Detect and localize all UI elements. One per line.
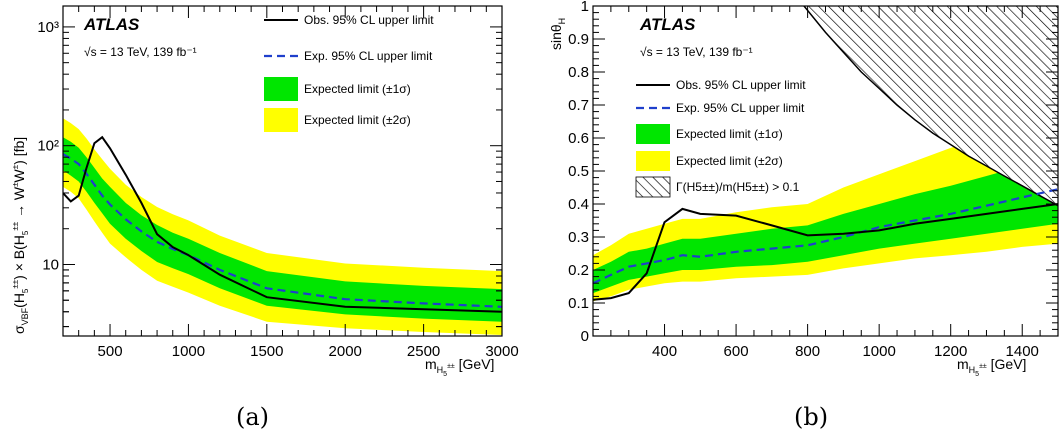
b-legend-1sigma-swatch [636, 124, 670, 144]
b-energy-lumi: √s = 13 TeV, 139 fb⁻¹ [640, 45, 753, 59]
b-y-tick-label: 0.6 [568, 130, 589, 147]
a-legend-1sigma-swatch [264, 77, 298, 101]
a-band-2sigma [63, 118, 502, 335]
b-y-tick-label: 0.3 [568, 229, 589, 246]
b-legend-1sigma: Expected limit (±1σ) [676, 127, 783, 141]
a-legend-obs: Obs. 95% CL upper limit [304, 13, 434, 27]
svg-text:σVBF(H5±±) × B(H5±± → W±W±) [f: σVBF(H5±±) × B(H5±± → W±W±) [fb] [11, 137, 30, 334]
a-observed-line [63, 135, 502, 313]
b-legend-exp: Exp. 95% CL upper limit [676, 101, 805, 115]
b-x-tick-label: 1000 [862, 343, 895, 360]
b-band-1sigma [593, 156, 1058, 294]
b-legend-obs: Obs. 95% CL upper limit [676, 78, 806, 92]
b-x-tick-label: 600 [724, 343, 749, 360]
a-x-tick-label: 3000 [485, 343, 518, 360]
b-expected-line [593, 188, 1058, 285]
b-x-tick-label: 800 [795, 343, 820, 360]
a-legend-2sigma-swatch [264, 108, 298, 132]
b-legend-hatch: Γ(H5±±)/m(H5±±) > 0.1 [676, 180, 800, 194]
caption-a: (a) [236, 403, 269, 431]
b-y-tick-label: 0.4 [568, 196, 589, 213]
a-legend: Obs. 95% CL upper limit Exp. 95% CL uppe… [264, 13, 434, 132]
b-y-tick-label: 0.1 [568, 295, 589, 312]
chart-b: 400 600 800 1000 1200 1400 0 0.1 0.2 0.3 0.4 0.5 0.6… [548, 0, 1059, 378]
a-atlas-label: ATLAS [83, 15, 140, 34]
a-x-tick-label: 2500 [407, 343, 440, 360]
svg-text:mH5±± [GeV]: mH5±± [GeV] [957, 356, 1026, 378]
b-legend-hatch-swatch [635, 176, 671, 198]
b-x-tick-label: 1400 [1006, 343, 1039, 360]
chart-a: 500 1000 1500 2000 2500 3000 10 10² 10³ ATLAS √s… [11, 5, 519, 378]
b-hatched-region [804, 6, 1058, 206]
a-legend-2sigma: Expected limit (±2σ) [304, 113, 411, 127]
a-xlabel: mH5±± [GeV] [425, 356, 494, 378]
b-atlas-label: ATLAS [639, 15, 696, 34]
b-observed-line [593, 203, 1058, 301]
caption-b: (b) [794, 403, 828, 431]
a-expected-line [63, 153, 502, 308]
b-xlabel: mH5±± [GeV] [957, 356, 1026, 378]
a-legend-1sigma: Expected limit (±1σ) [304, 82, 411, 96]
b-y-tick-label: 0 [581, 328, 589, 345]
b-x-tick-label: 1200 [934, 343, 967, 360]
b-x-tick-label: 400 [652, 343, 677, 360]
b-legend: Obs. 95% CL upper limit Exp. 95% CL uppe… [635, 78, 806, 198]
b-y-tick-label: 0.7 [568, 97, 589, 114]
a-y-tick-label: 10 [42, 256, 59, 273]
a-y-tick-label: 10³ [37, 19, 59, 36]
b-y-tick-label: 0.9 [568, 31, 589, 48]
a-x-tick-label: 1500 [250, 343, 283, 360]
a-x-tick-label: 500 [98, 343, 123, 360]
b-y-tick-label: 1 [581, 0, 589, 15]
b-legend-2sigma-swatch [636, 151, 670, 171]
b-y-tick-label: 0.2 [568, 262, 589, 279]
b-y-tick-label: 0.8 [568, 64, 589, 81]
svg-text:sinθH: sinθH [548, 18, 567, 50]
b-ylabel: sinθH [548, 18, 567, 50]
a-x-tick-label: 2000 [329, 343, 362, 360]
b-hatched-boundary [803, 6, 1058, 207]
b-y-tick-label: 0.5 [568, 163, 589, 180]
a-energy-lumi: √s = 13 TeV, 139 fb⁻¹ [84, 45, 197, 59]
a-x-tick-label: 1000 [172, 343, 205, 360]
b-legend-2sigma: Expected limit (±2σ) [676, 154, 783, 168]
svg-text:mH5±± [GeV]: mH5±± [GeV] [425, 356, 494, 378]
a-band-1sigma [63, 137, 502, 322]
a-legend-exp: Exp. 95% CL upper limit [304, 49, 433, 63]
a-ylabel: σVBF(H5±±) × B(H5±± → W±W±) [fb] [11, 137, 30, 334]
a-y-tick-label: 10² [37, 138, 59, 155]
